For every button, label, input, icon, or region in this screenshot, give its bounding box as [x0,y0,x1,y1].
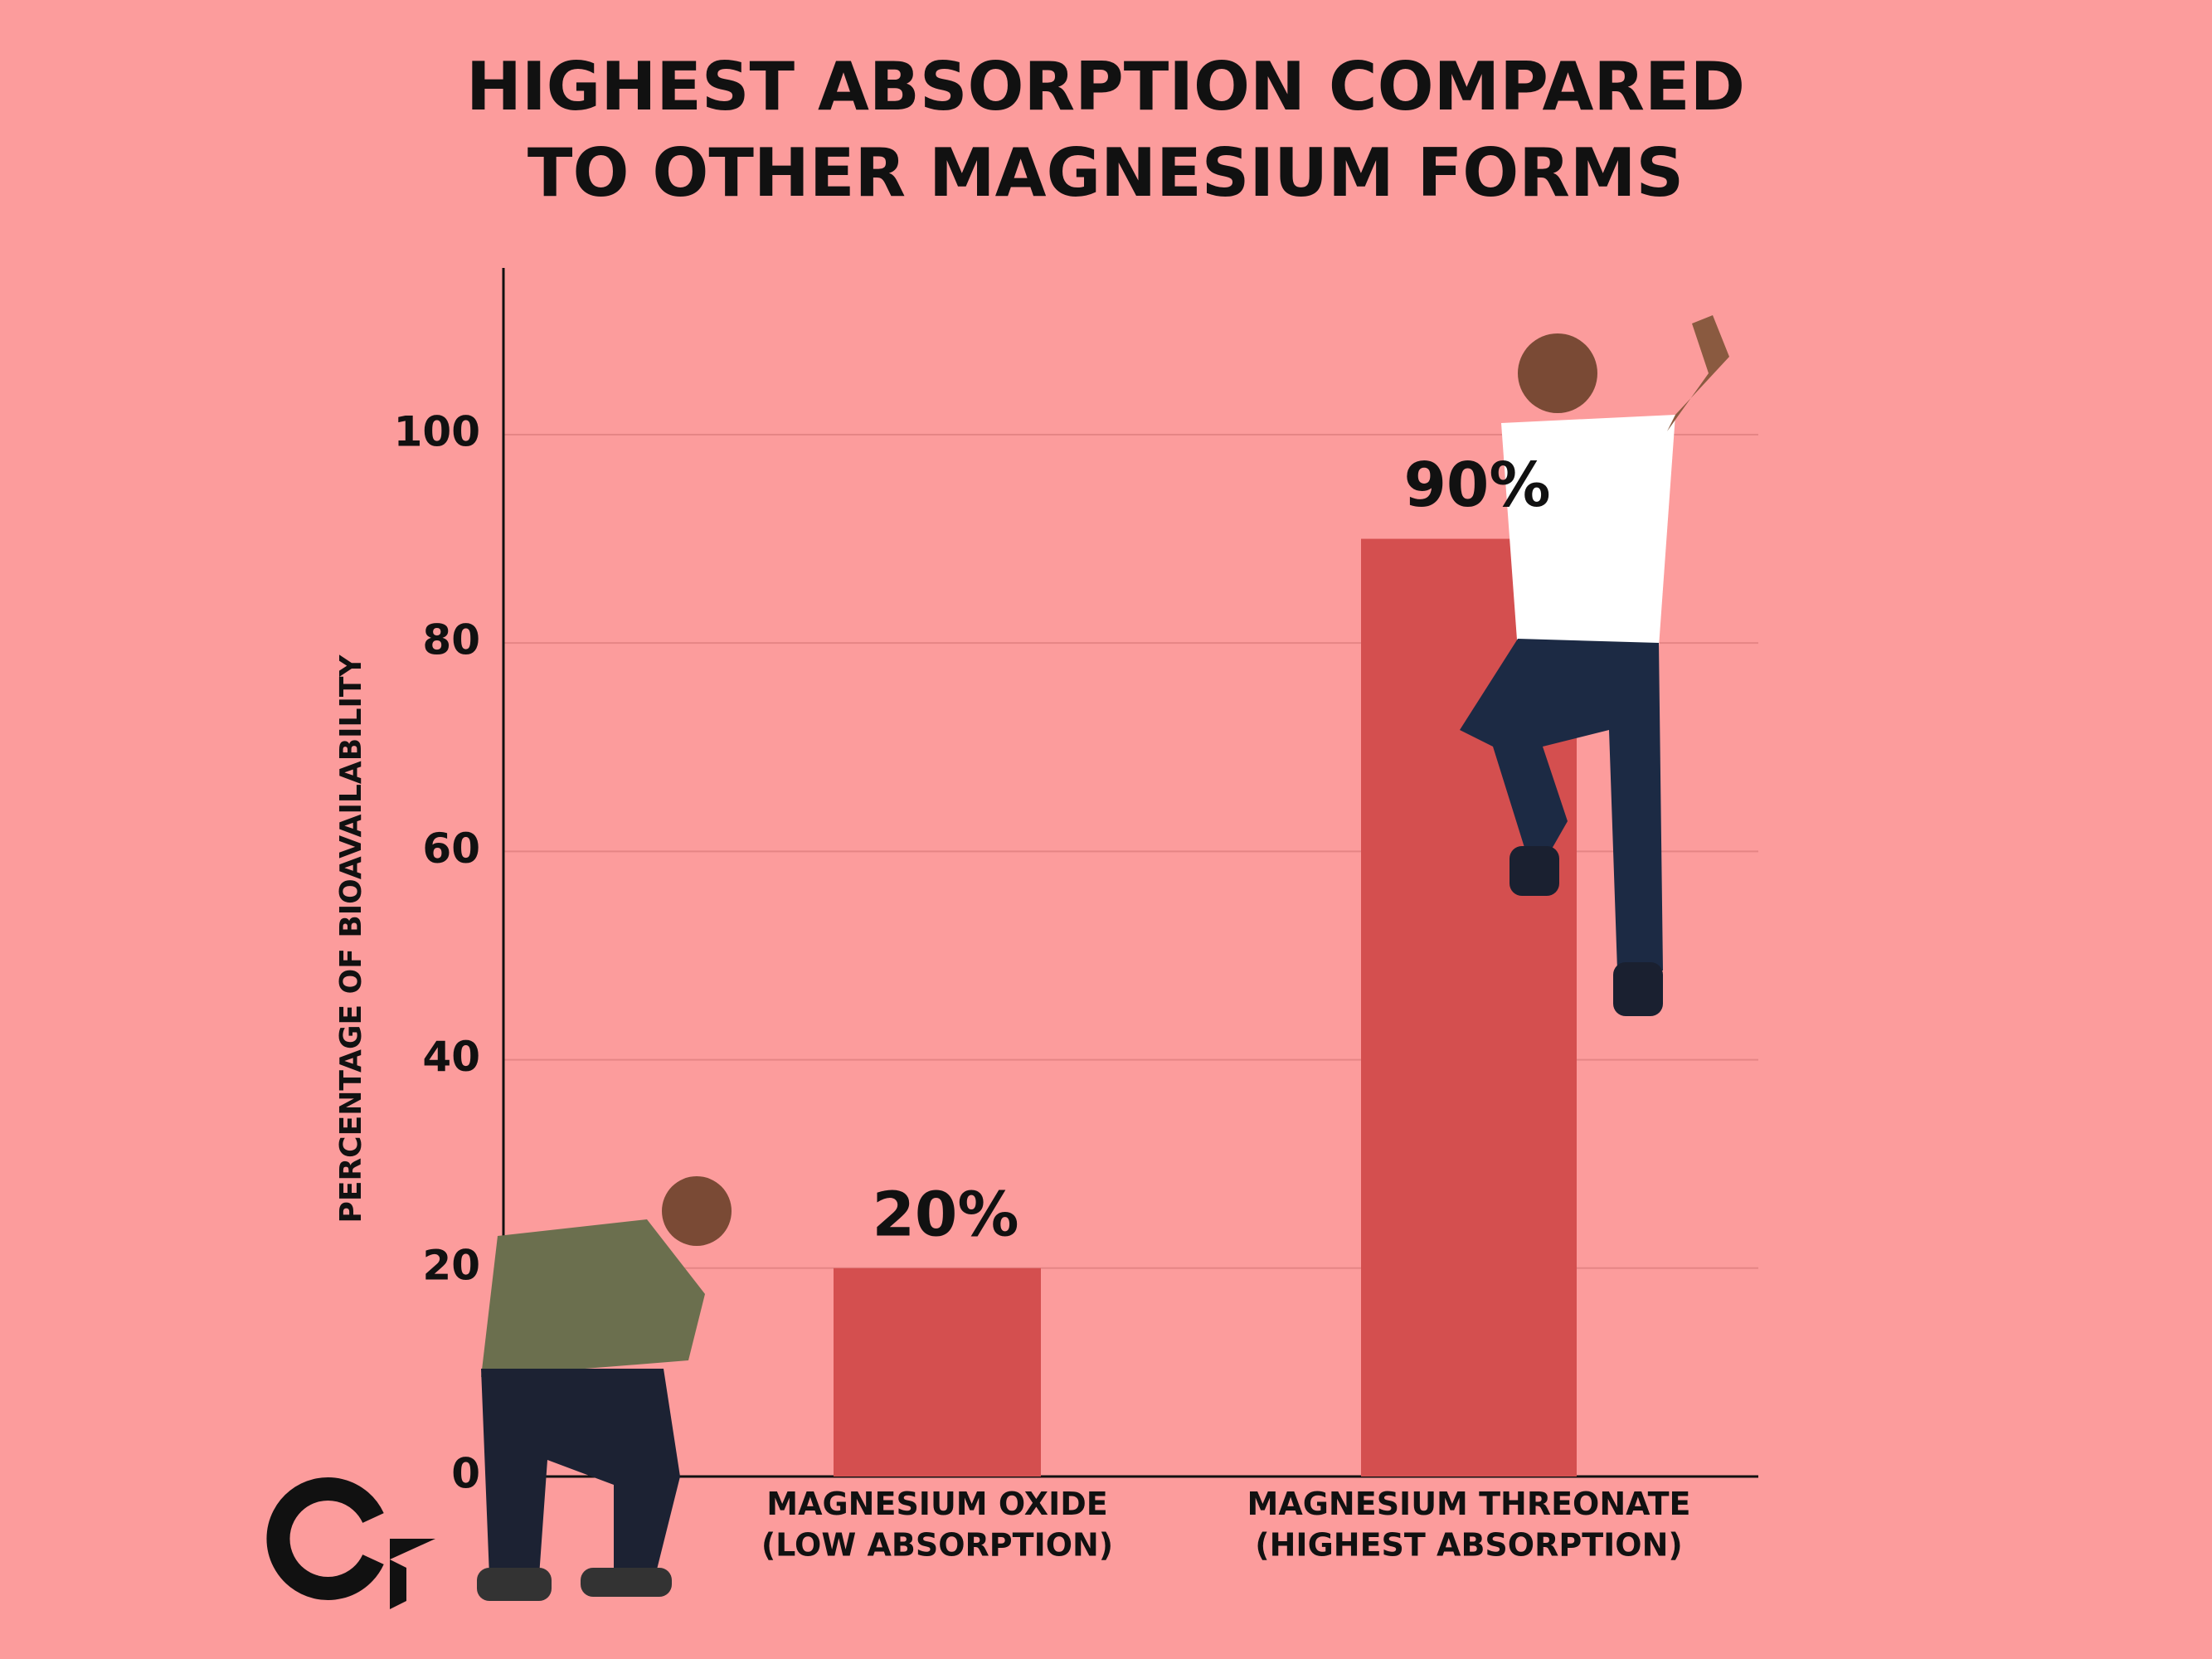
happy-person [1460,315,1729,1016]
y-axis-label: PERCENTAGE OF BIOAVAILABILITY [334,654,368,1224]
y-tick-label: 40 [422,1033,480,1081]
y-tick-label: 60 [422,825,480,873]
x-tick-label: MAGNESIUM THREONATE (HIGHEST ABSORPTION) [1247,1486,1691,1563]
chart-title: HIGHEST ABSORPTION COMPARED TO OTHER MAGN… [466,48,1745,212]
bar [834,1267,1041,1477]
logo [266,1477,435,1609]
x-tick-label: MAGNESIUM OXIDE (LOW ABSORPTION) [761,1486,1113,1563]
value-label: 20% [872,1179,1018,1250]
y-tick-label: 20 [422,1241,480,1289]
y-tick-label: 80 [422,616,480,664]
tired-person [477,1176,732,1601]
value-label: 90% [1403,450,1550,521]
y-tick-label: 0 [451,1450,480,1498]
y-tick-label: 100 [394,407,480,455]
